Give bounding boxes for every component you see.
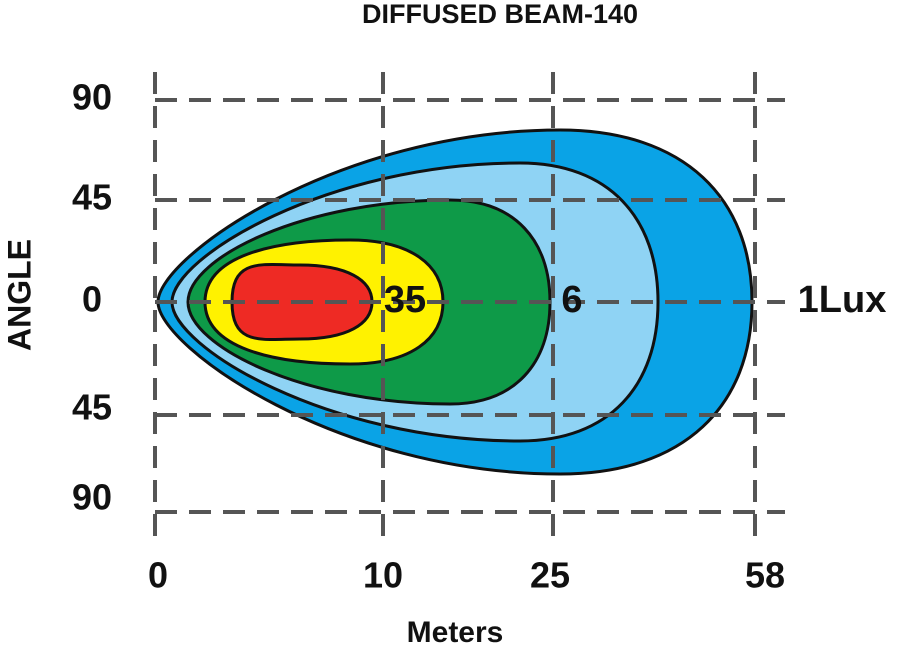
y-tick-label: 90 [72, 477, 112, 518]
x-tick-label: 25 [530, 555, 570, 596]
y-tick-label: 90 [72, 77, 112, 118]
y-tick-label: 45 [72, 177, 112, 218]
contour-label: 1Lux [798, 279, 887, 321]
x-axis-label: Meters [407, 616, 504, 648]
x-tick-label: 10 [363, 555, 403, 596]
y-tick-label: 45 [72, 387, 112, 428]
grid [153, 72, 785, 540]
contour-label: 35 [384, 279, 426, 321]
y-axis-label: ANGLE [1, 239, 37, 351]
title: DIFFUSED BEAM-140 [362, 0, 638, 29]
x-tick-label: 58 [745, 555, 785, 596]
beam-contours [156, 128, 754, 476]
contour-label: 6 [561, 279, 582, 321]
x-tick-label: 0 [148, 555, 168, 596]
y-tick-label: 0 [82, 279, 102, 320]
